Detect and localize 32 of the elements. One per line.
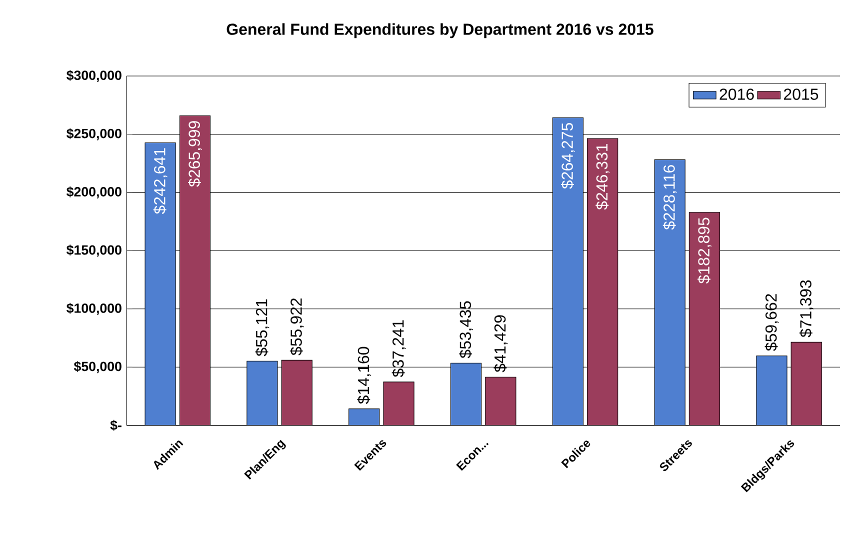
chart-title: General Fund Expenditures by Department 2016 vs 2015 (226, 23, 654, 38)
bar (179, 115, 210, 426)
legend-label: 2016 (720, 88, 754, 100)
y-tick-label: $50,000 (74, 361, 122, 374)
data-label: $14,160 (357, 346, 372, 404)
data-label: $41,429 (494, 315, 508, 372)
bar (281, 360, 312, 426)
bar (485, 376, 516, 426)
bar (348, 408, 380, 426)
data-label: $55,121 (255, 299, 270, 356)
y-tick-label: $- (110, 420, 122, 431)
bar (688, 212, 720, 426)
data-label: $242,641 (153, 148, 168, 214)
data-label: $55,922 (290, 298, 304, 356)
y-tick-label: $300,000 (66, 70, 122, 82)
legend-label: 2015 (784, 88, 818, 100)
data-label: $246,331 (596, 144, 610, 210)
y-tick-label: $150,000 (66, 244, 122, 257)
bar (383, 382, 414, 426)
data-label: $59,662 (764, 294, 779, 351)
y-tick-label: $250,000 (66, 128, 122, 140)
data-label: $53,435 (459, 301, 473, 358)
y-tick-label: $200,000 (66, 186, 122, 198)
data-label: $265,999 (188, 121, 202, 187)
y-tick-label: $100,000 (66, 302, 122, 315)
bar (587, 138, 618, 426)
data-label: $71,393 (799, 280, 814, 338)
bar (790, 342, 822, 426)
data-label: $264,275 (560, 122, 575, 189)
data-label: $182,895 (698, 218, 712, 284)
data-label: $37,241 (392, 320, 406, 378)
data-label: $228,116 (662, 165, 677, 230)
